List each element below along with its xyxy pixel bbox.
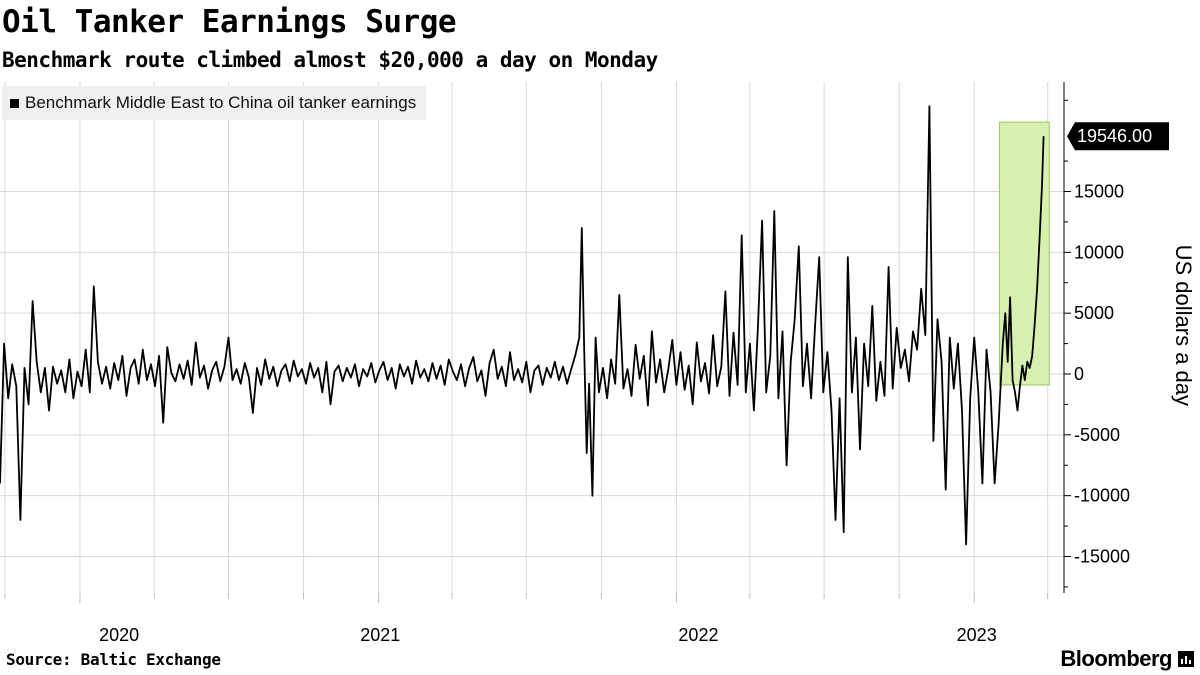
last-value-marker [1067,122,1169,151]
x-tick-label: 2022 [678,625,718,645]
last-value-label: 19546.00 [1077,126,1152,146]
brand-wordmark: Bloomberg [1060,646,1172,671]
y-axis-label: US dollars a day [1171,245,1196,406]
series-line [0,105,1045,546]
axis-layer [4,82,1071,603]
x-tick-label: 2021 [360,625,400,645]
x-tick-label: 2020 [99,625,139,645]
label-layer: -15000 -10000 -5000 0 5000 10000 15000 US dolla… [99,122,1196,645]
y-tick-label: 0 [1074,364,1084,384]
y-tick-label: 10000 [1074,242,1124,262]
y-tick-label: 5000 [1074,303,1114,323]
legend-entry: Benchmark Middle East to China oil tanke… [25,93,417,112]
source-note: Source: Baltic Exchange [6,650,221,669]
y-tick-label: -10000 [1074,486,1130,506]
legend: Benchmark Middle East to China oil tanke… [2,86,427,120]
bloomberg-chart-icon [1178,651,1194,667]
series-layer [0,105,1045,546]
legend-swatch [10,98,19,108]
y-tick-label: 15000 [1074,182,1124,202]
chart-subtitle: Benchmark route climbed almost $20,000 a… [2,48,658,72]
grid-layer [0,82,1064,593]
y-tick-label: -15000 [1074,547,1130,567]
x-tick-label: 2023 [957,625,997,645]
brand-logo: Bloomberg [1060,646,1194,672]
chart-title: Oil Tanker Earnings Surge [2,4,457,40]
y-tick-label: -5000 [1074,425,1120,445]
